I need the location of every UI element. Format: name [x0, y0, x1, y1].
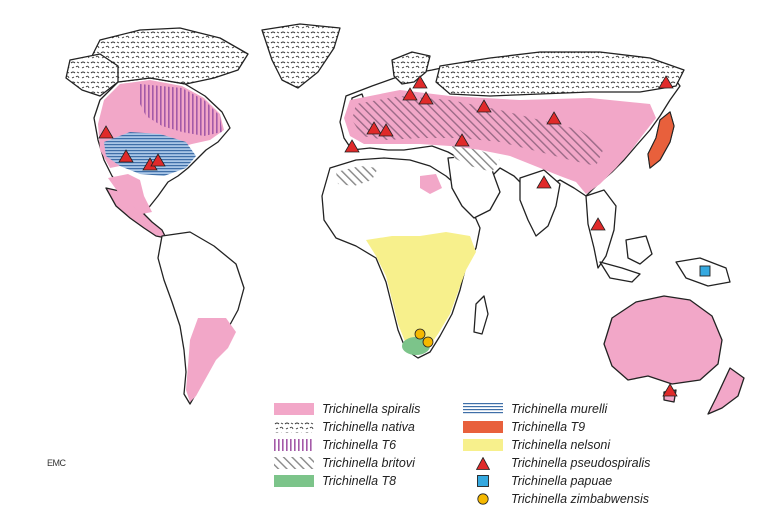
- legend-label-papuae: Trichinella papuae: [511, 474, 612, 488]
- legend-swatch-britovi: [274, 457, 314, 469]
- legend-row-nativa: Trichinella nativa: [274, 419, 415, 435]
- legend-swatch-t6: [274, 439, 314, 451]
- legend-label-nativa: Trichinella nativa: [322, 420, 415, 434]
- legend-label-t9: Trichinella T9: [511, 420, 585, 434]
- legend-marker-zimbabwensis: [463, 492, 503, 506]
- legend-row-spiralis: Trichinella spiralis: [274, 401, 420, 417]
- legend-row-t8: Trichinella T8: [274, 473, 396, 489]
- legend-swatch-t9: [463, 421, 503, 433]
- legend-swatch-murelli: [463, 403, 503, 415]
- legend-label-nelsoni: Trichinella nelsoni: [511, 438, 610, 452]
- legend-row-t6: Trichinella T6: [274, 437, 396, 453]
- legend-swatch-nativa: [274, 421, 314, 433]
- legend-label-murelli: Trichinella murelli: [511, 402, 607, 416]
- legend-swatch-nelsoni: [463, 439, 503, 451]
- legend-label-t8: Trichinella T8: [322, 474, 396, 488]
- legend-label-zimbabwensis: Trichinella zimbabwensis: [511, 492, 649, 506]
- legend-label-t6: Trichinella T6: [322, 438, 396, 452]
- legend-swatch-spiralis: [274, 403, 314, 415]
- circle-icon: [477, 493, 489, 505]
- legend-row-nelsoni: Trichinella nelsoni: [463, 437, 610, 453]
- legend-row-britovi: Trichinella britovi: [274, 455, 415, 471]
- legend-label-britovi: Trichinella britovi: [322, 456, 415, 470]
- legend-row-pseudospiralis: Trichinella pseudospiralis: [463, 455, 650, 471]
- map-credit: EMC: [47, 458, 66, 468]
- legend-marker-papuae: [463, 474, 503, 488]
- legend-marker-pseudospiralis: [463, 456, 503, 470]
- legend-row-papuae: Trichinella papuae: [463, 473, 612, 489]
- legend-swatch-t8: [274, 475, 314, 487]
- square-icon: [477, 475, 489, 487]
- legend-row-murelli: Trichinella murelli: [463, 401, 607, 417]
- legend-label-pseudospiralis: Trichinella pseudospiralis: [511, 456, 650, 470]
- legend-label-spiralis: Trichinella spiralis: [322, 402, 420, 416]
- legend-row-zimbabwensis: Trichinella zimbabwensis: [463, 491, 649, 507]
- legend-row-t9: Trichinella T9: [463, 419, 585, 435]
- triangle-icon: [476, 457, 490, 470]
